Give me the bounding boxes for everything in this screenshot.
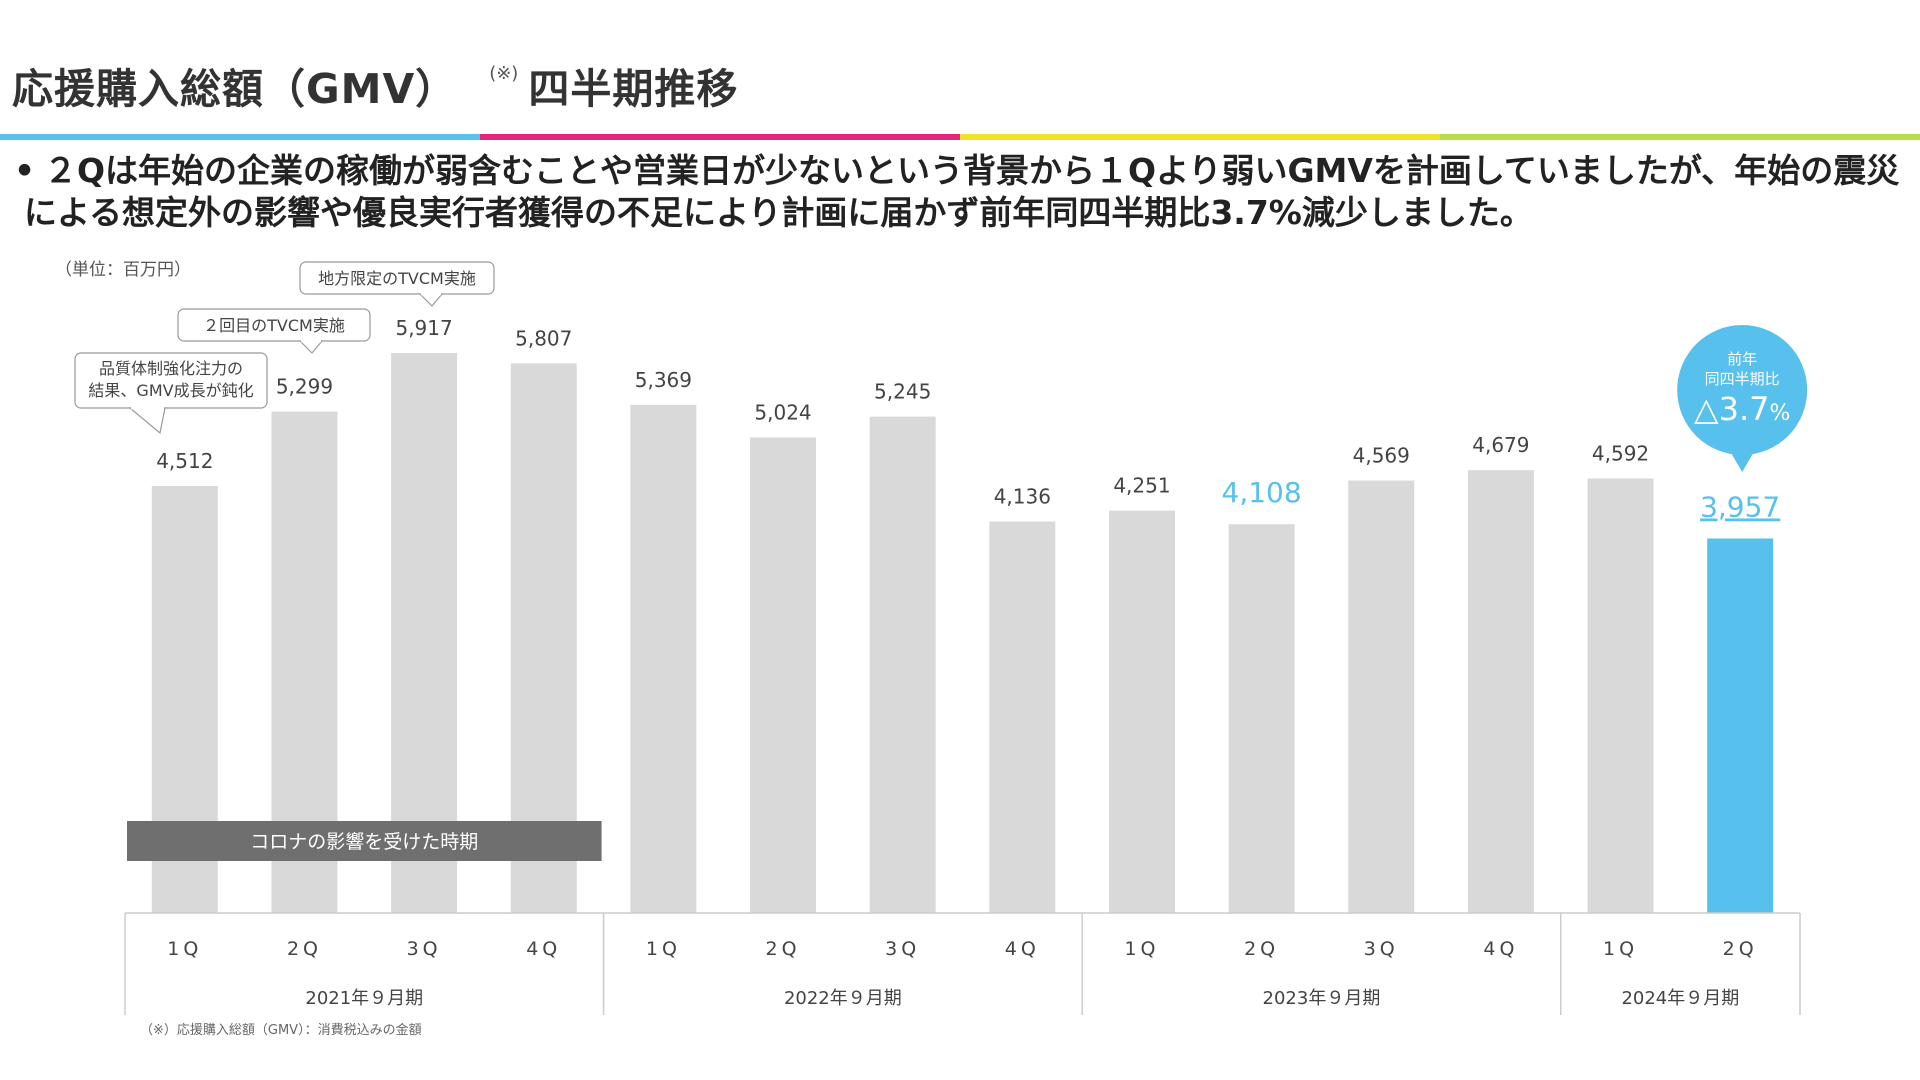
fiscal-year-label-0: 2021年９月期: [305, 988, 423, 1009]
quarter-tick-13: 2Q: [1723, 938, 1758, 960]
value-label-9: 4,108: [1222, 476, 1302, 509]
bar-5: [750, 437, 817, 913]
bullet-dot: •: [14, 151, 36, 190]
title-main: 応援購入総額（GMV）: [12, 65, 458, 113]
bar-9: [1228, 524, 1295, 913]
callout-box-1: [177, 308, 371, 342]
value-label-5: 5,024: [754, 401, 811, 425]
callout-text-1-0: ２回目のTVCM実施: [203, 316, 345, 335]
callout-box-2: [299, 261, 495, 295]
badge-line1: 前年: [1727, 350, 1757, 368]
bar-2: [391, 353, 458, 913]
unit-label: （単位：百万円）: [55, 260, 191, 280]
badge-value-unit: %: [1769, 401, 1790, 426]
quarter-tick-5: 2Q: [766, 938, 801, 960]
badge-line2: 同四半期比: [1705, 370, 1780, 388]
bar-11: [1467, 470, 1534, 913]
color-divider: [0, 134, 1920, 140]
callout-text-2-0: 地方限定のTVCM実施: [318, 269, 476, 288]
badge-value: △3.7%: [1694, 390, 1790, 428]
bar-12: [1587, 478, 1654, 913]
value-label-7: 4,136: [994, 485, 1051, 509]
divider-segment-pink: [480, 134, 960, 140]
divider-segment-green: [1440, 134, 1920, 140]
quarter-tick-8: 1Q: [1124, 938, 1159, 960]
title-note: (※): [489, 62, 519, 84]
value-label-12: 4,592: [1592, 441, 1649, 465]
bar-8: [1108, 510, 1175, 913]
value-label-6: 5,245: [874, 380, 931, 404]
fiscal-year-label-2: 2023年９月期: [1263, 988, 1381, 1009]
quarter-tick-6: 3Q: [885, 938, 920, 960]
value-label-4: 5,369: [635, 368, 692, 392]
value-label-3: 5,807: [515, 326, 572, 350]
bar-10: [1348, 480, 1415, 913]
summary-text: ２Qは年始の企業の稼働が弱含むことや営業日が少ないという背景から１Qより弱いGM…: [24, 151, 1900, 232]
fiscal-year-label-3: 2024年９月期: [1621, 988, 1739, 1009]
quarter-tick-0: 1Q: [167, 938, 202, 960]
value-label-13: 3,957: [1700, 490, 1780, 523]
value-label-2: 5,917: [395, 316, 452, 340]
value-label-8: 4,251: [1113, 474, 1170, 498]
bar-4: [630, 404, 697, 913]
quarter-tick-2: 3Q: [407, 938, 442, 960]
callout-text-0-1: 結果、GMV成長が鈍化: [88, 381, 253, 400]
quarter-tick-1: 2Q: [287, 938, 322, 960]
fiscal-year-label-1: 2022年９月期: [784, 988, 902, 1009]
quarter-tick-9: 2Q: [1244, 938, 1279, 960]
divider-segment-yellow: [960, 134, 1440, 140]
quarter-tick-4: 1Q: [646, 938, 681, 960]
yoy-badge: [1677, 325, 1808, 455]
value-label-1: 5,299: [276, 374, 333, 398]
divider-segment-blue: [0, 134, 480, 140]
page-title: 応援購入総額（GMV） (※) 四半期推移: [12, 50, 738, 120]
callout-tail-0: [128, 407, 166, 435]
value-label-0: 4,512: [156, 449, 213, 473]
bar-6: [869, 416, 936, 913]
bar-13: [1707, 538, 1774, 913]
summary-bullet: • ２Qは年始の企業の稼働が弱含むことや営業日が少ないという背景から１Qより弱い…: [14, 150, 1904, 234]
covid-band: [127, 821, 602, 861]
quarter-tick-10: 3Q: [1364, 938, 1399, 960]
callout-tail-2: [418, 293, 444, 307]
footnote: （※）応援購入総額（GMV）：消費税込みの金額: [140, 1022, 422, 1038]
quarter-tick-12: 1Q: [1603, 938, 1638, 960]
quarter-tick-11: 4Q: [1483, 938, 1518, 960]
badge-value-number: △3.7: [1694, 390, 1770, 428]
covid-band-label: コロナの影響を受けた時期: [250, 831, 478, 853]
value-label-11: 4,679: [1472, 433, 1529, 457]
callout-text-0-0: 品質体制強化注力の: [99, 359, 243, 378]
value-label-10: 4,569: [1353, 444, 1410, 468]
callout-tail-1: [298, 340, 324, 354]
quarter-tick-3: 4Q: [526, 938, 561, 960]
bar-7: [989, 521, 1056, 913]
quarter-tick-7: 4Q: [1005, 938, 1040, 960]
title-subtitle: 四半期推移: [528, 65, 739, 113]
callout-box-0: [74, 352, 268, 409]
